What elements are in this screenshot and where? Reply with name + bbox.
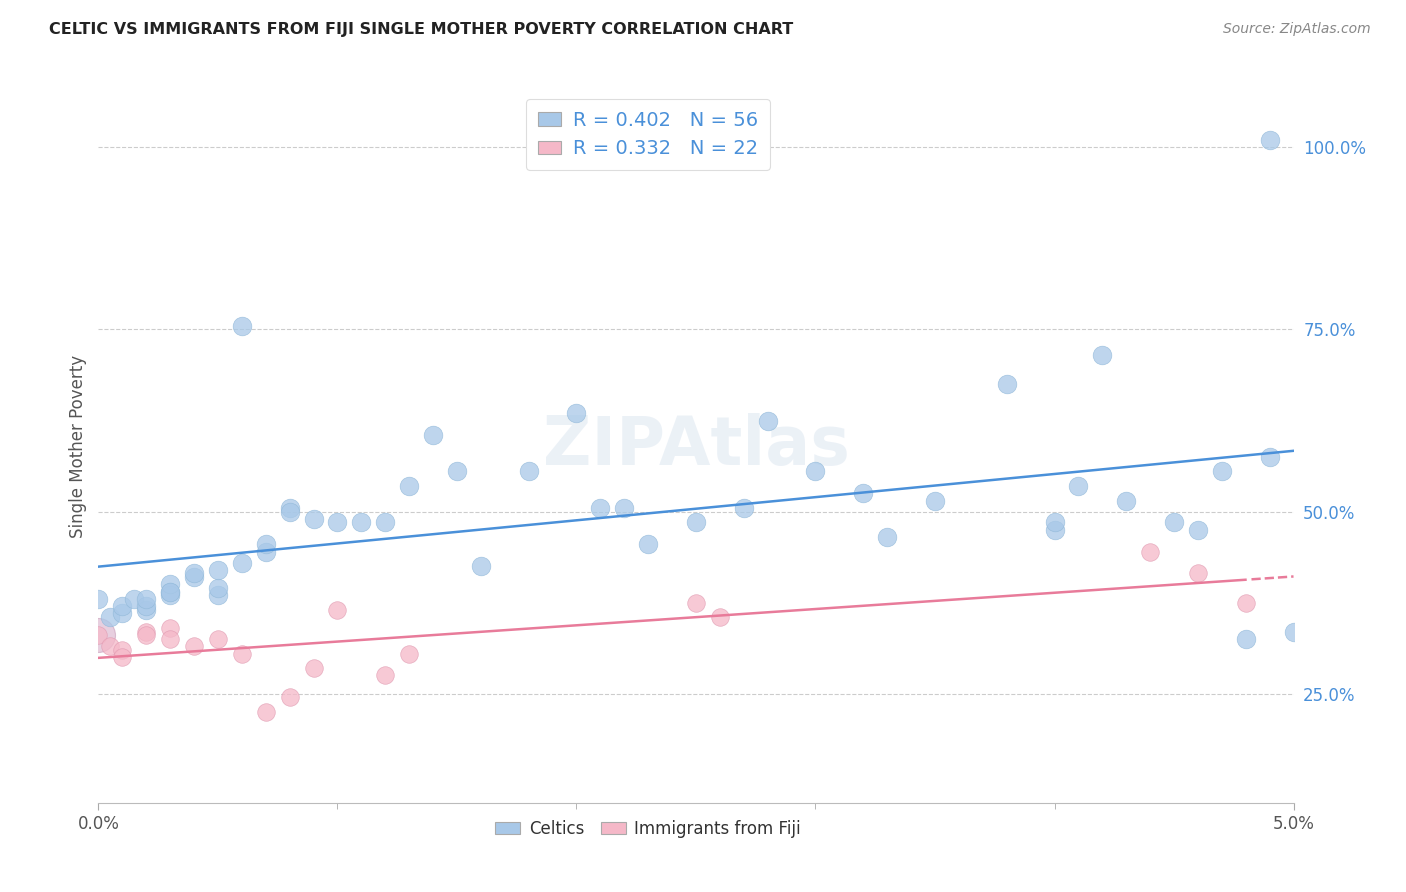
Point — [254, 705, 277, 719]
Point — [1282, 624, 1305, 639]
Point — [446, 465, 468, 479]
Point — [278, 504, 301, 518]
Point — [733, 500, 755, 515]
Point — [1091, 348, 1114, 362]
Point — [111, 607, 134, 621]
Point — [326, 603, 349, 617]
Point — [1258, 450, 1281, 464]
Point — [1163, 516, 1185, 530]
Point — [1139, 544, 1161, 558]
Point — [709, 610, 731, 624]
Point — [278, 500, 301, 515]
Point — [326, 516, 349, 530]
Point — [207, 563, 229, 577]
Point — [685, 596, 707, 610]
Point — [422, 428, 444, 442]
Point — [207, 581, 229, 595]
Point — [756, 413, 779, 427]
Point — [1187, 566, 1209, 581]
Point — [135, 599, 157, 614]
Point — [302, 661, 325, 675]
Text: Source: ZipAtlas.com: Source: ZipAtlas.com — [1223, 22, 1371, 37]
Point — [254, 537, 277, 551]
Point — [87, 591, 110, 606]
Point — [183, 639, 205, 653]
Point — [470, 559, 492, 574]
Y-axis label: Single Mother Poverty: Single Mother Poverty — [69, 354, 87, 538]
Point — [98, 610, 122, 624]
Point — [1043, 523, 1066, 537]
Point — [685, 516, 707, 530]
Point — [231, 318, 253, 333]
Point — [231, 556, 253, 570]
Point — [207, 632, 229, 646]
Point — [302, 512, 325, 526]
Point — [804, 465, 827, 479]
Point — [995, 377, 1018, 392]
Point — [374, 516, 396, 530]
Point — [350, 516, 373, 530]
Point — [1234, 632, 1257, 646]
Point — [517, 465, 540, 479]
Point — [1115, 493, 1137, 508]
Point — [159, 588, 181, 602]
Point — [1234, 596, 1257, 610]
Point — [254, 544, 277, 558]
Point — [135, 624, 157, 639]
Point — [98, 639, 122, 653]
Point — [1043, 516, 1066, 530]
Point — [1211, 465, 1233, 479]
Legend: Celtics, Immigrants from Fiji: Celtics, Immigrants from Fiji — [489, 814, 807, 845]
Text: CELTIC VS IMMIGRANTS FROM FIJI SINGLE MOTHER POVERTY CORRELATION CHART: CELTIC VS IMMIGRANTS FROM FIJI SINGLE MO… — [49, 22, 793, 37]
Point — [159, 632, 181, 646]
Point — [159, 577, 181, 591]
Point — [183, 566, 205, 581]
Point — [124, 591, 146, 606]
Point — [589, 500, 612, 515]
Point — [135, 591, 157, 606]
Point — [207, 588, 229, 602]
Point — [159, 584, 181, 599]
Point — [231, 647, 253, 661]
Text: ZIPAtlas: ZIPAtlas — [543, 413, 849, 479]
Point — [111, 643, 134, 657]
Point — [135, 628, 157, 642]
Point — [1258, 133, 1281, 147]
Point — [1187, 523, 1209, 537]
Point — [135, 603, 157, 617]
Point — [159, 621, 181, 635]
Point — [111, 650, 134, 665]
Point — [278, 690, 301, 705]
Point — [183, 570, 205, 584]
Point — [852, 486, 875, 500]
Point — [87, 628, 110, 642]
Point — [398, 647, 420, 661]
Point — [565, 406, 588, 420]
Point — [398, 479, 420, 493]
Point — [924, 493, 946, 508]
Point — [87, 628, 110, 642]
Point — [159, 584, 181, 599]
Point — [111, 599, 134, 614]
Point — [613, 500, 636, 515]
Point — [374, 668, 396, 682]
Point — [1067, 479, 1090, 493]
Point — [637, 537, 659, 551]
Point — [876, 530, 898, 544]
